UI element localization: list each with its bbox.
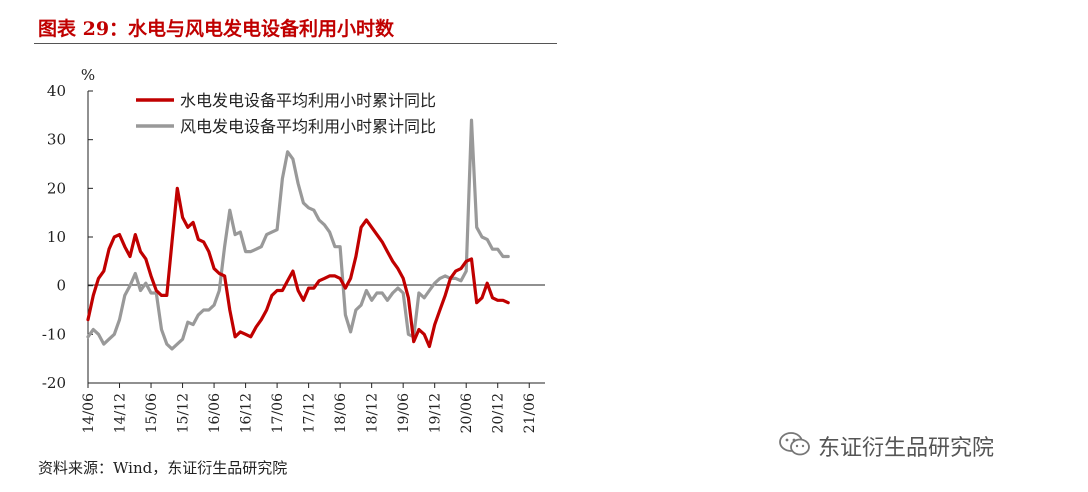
title-divider xyxy=(34,43,557,44)
y-tick-label: -10 xyxy=(42,325,66,343)
y-axis-ticks: 40 30 20 10 0 -10 -20 xyxy=(42,82,93,392)
y-tick-label: -20 xyxy=(42,374,66,392)
watermark: 东证衍生品研究院 xyxy=(778,430,994,462)
watermark-text: 东证衍生品研究院 xyxy=(818,436,995,461)
legend-label-wind: 风电发电设备平均利用小时累计同比 xyxy=(180,117,436,136)
series-line-hydro xyxy=(86,186,510,349)
y-tick-label: 20 xyxy=(47,179,66,197)
x-tick-label: 14/06 xyxy=(81,393,97,433)
x-axis-ticks: 14/06 14/12 15/06 15/12 16/06 16/12 17/06 17/12… xyxy=(81,383,538,433)
x-tick-label: 18/12 xyxy=(365,393,381,433)
source-note: 资料来源：Wind，东证衍生品研究院 xyxy=(38,459,288,477)
x-tick-label: 16/12 xyxy=(239,393,255,433)
x-tick-label: 19/12 xyxy=(428,393,444,433)
x-tick-label: 18/06 xyxy=(333,393,349,433)
x-tick-label: 14/12 xyxy=(113,393,129,433)
x-tick-label: 20/12 xyxy=(491,393,507,433)
series-layer xyxy=(86,118,510,351)
x-tick-label: 16/06 xyxy=(207,393,223,433)
y-tick-label: 10 xyxy=(47,228,66,246)
x-tick-label: 19/06 xyxy=(396,393,412,433)
x-tick-label: 21/06 xyxy=(522,393,538,433)
figure-title: 图表 29：水电与风电发电设备利用小时数 xyxy=(38,18,395,40)
y-tick-label: 40 xyxy=(47,82,66,100)
y-tick-label: 0 xyxy=(56,277,66,295)
series-line-wind xyxy=(86,118,510,351)
y-axis-unit-label: % xyxy=(81,66,95,84)
y-tick-label: 30 xyxy=(47,131,66,149)
x-tick-label: 20/06 xyxy=(459,393,475,433)
x-tick-label: 17/06 xyxy=(270,393,286,433)
x-tick-label: 15/12 xyxy=(176,393,192,433)
legend-label-hydro: 水电发电设备平均利用小时累计同比 xyxy=(180,91,436,110)
x-tick-label: 17/12 xyxy=(302,393,318,433)
wechat-icon xyxy=(778,430,812,462)
x-tick-label: 15/06 xyxy=(144,393,160,433)
